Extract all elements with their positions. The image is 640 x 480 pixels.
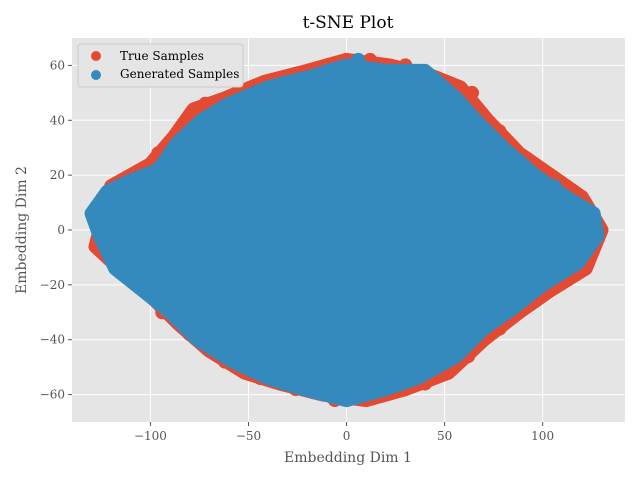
scatter-point-generated-samples [163, 146, 177, 161]
scatter-point-true-samples [465, 85, 479, 100]
x-tick-label: −50 [236, 429, 261, 443]
scatter-point-generated-samples [465, 332, 479, 347]
legend-box [77, 43, 244, 88]
chart-title: t-SNE Plot [303, 13, 394, 33]
scatter-point-generated-samples [174, 310, 189, 325]
scatter-point-generated-samples [100, 234, 115, 248]
x-tick-label: −100 [134, 429, 167, 443]
scatter-point-generated-samples [276, 376, 291, 391]
scatter-point-generated-samples [516, 157, 530, 172]
x-tick-label: 0 [343, 429, 351, 443]
scatter-point-generated-samples [523, 283, 538, 298]
y-axis-label: Embedding Dim 2 [14, 166, 30, 294]
x-axis-ticks: −100 −50 0 50 100 [134, 422, 554, 443]
scatter-point-generated-samples [429, 360, 444, 375]
scatter-point-generated-samples [119, 261, 134, 276]
scatter-point-generated-samples [88, 212, 103, 226]
x-tick-label: 50 [437, 429, 452, 443]
scatter-point-generated-samples [414, 69, 429, 84]
x-tick-label: 100 [531, 429, 554, 443]
y-tick-label: 60 [50, 58, 65, 72]
scatter-point-generated-samples [351, 52, 366, 67]
y-tick-label: 40 [50, 113, 65, 127]
scatter-point-generated-samples [312, 382, 327, 397]
scatter-point-generated-samples [280, 74, 295, 89]
scatter-point-generated-samples [547, 179, 562, 194]
scatter-point-generated-samples [574, 201, 589, 216]
scatter-point-generated-samples [484, 129, 499, 144]
scatter-point-generated-samples [355, 387, 370, 402]
scatter-point-generated-samples [206, 338, 221, 353]
scatter-point-generated-samples [143, 179, 158, 194]
legend-label-true-samples: True Samples [120, 49, 204, 63]
y-tick-label: −60 [40, 388, 65, 402]
scatter-point-generated-samples [112, 190, 127, 205]
scatter-point-generated-samples [496, 305, 511, 320]
scatter-cloud-generated-samples [84, 58, 605, 408]
scatter-point-generated-samples [241, 91, 256, 106]
legend-marker-generated-samples [91, 70, 101, 80]
legend: True Samples Generated Samples [77, 43, 244, 88]
y-tick-label: −20 [40, 278, 65, 292]
scatter-point-generated-samples [241, 360, 256, 375]
scatter-point-generated-samples [394, 376, 409, 391]
scatter-point-generated-samples [398, 63, 413, 78]
scatter-point-generated-samples [147, 288, 162, 303]
legend-marker-true-samples [91, 51, 101, 61]
y-axis-ticks: −60 −40 −20 0 20 40 60 [40, 58, 72, 402]
scatter-point-generated-samples [457, 102, 472, 117]
scatter-point-generated-samples [555, 255, 570, 270]
y-tick-label: −40 [40, 333, 65, 347]
data-layer [84, 52, 609, 408]
y-tick-label: 0 [57, 223, 65, 237]
y-tick-label: 20 [50, 168, 65, 182]
scatter-point-generated-samples [202, 118, 217, 133]
scatter-point-true-samples [198, 96, 213, 111]
series-generated-samples [84, 52, 605, 408]
legend-label-generated-samples: Generated Samples [120, 67, 239, 81]
scatter-point-generated-samples [582, 223, 597, 237]
scatter-point-generated-samples [319, 63, 334, 78]
x-axis-label: Embedding Dim 1 [284, 450, 412, 466]
